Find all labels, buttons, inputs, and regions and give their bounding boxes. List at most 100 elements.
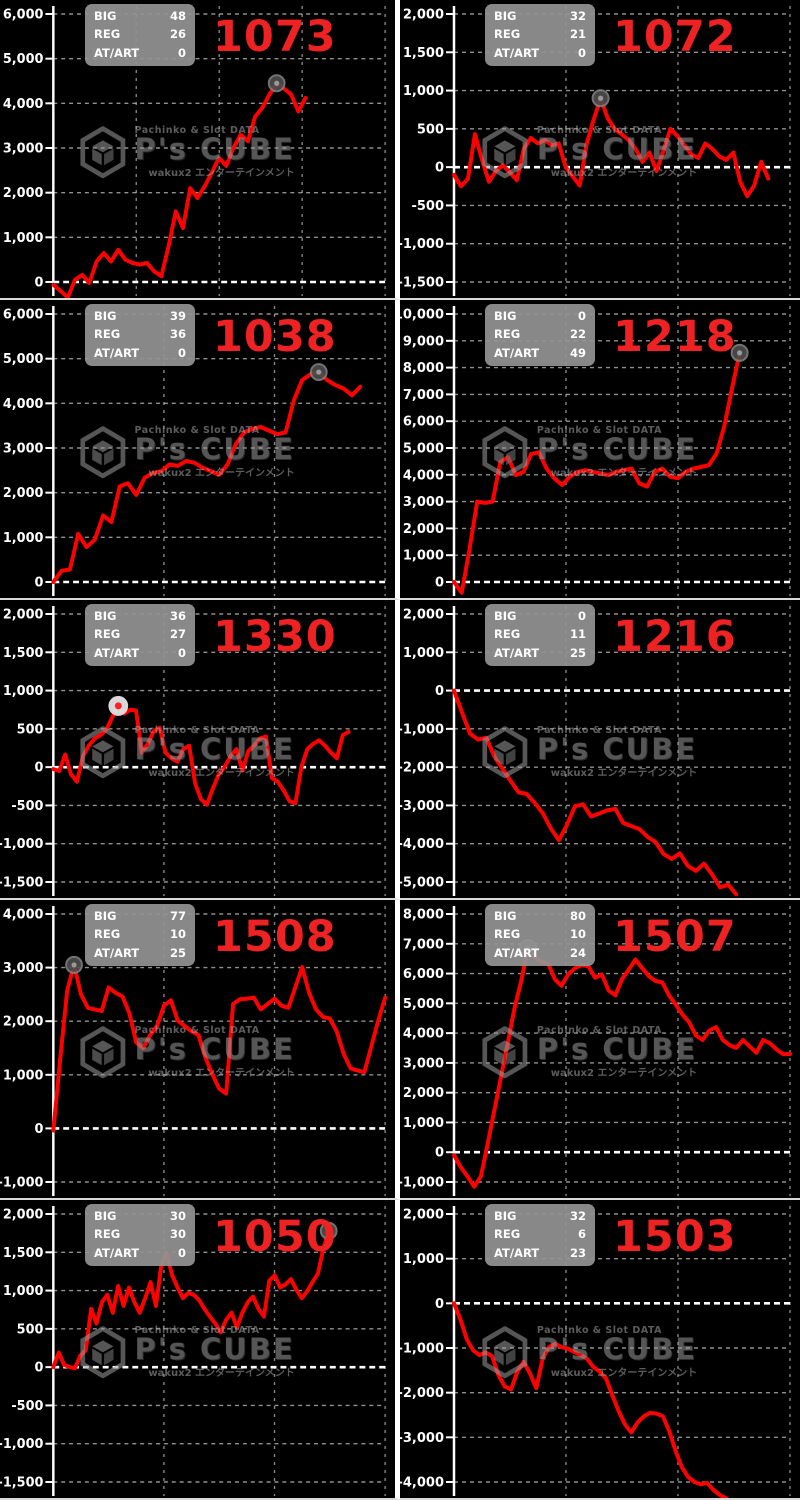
stats-value: 0 <box>177 646 186 661</box>
stats-row: BIG 48 <box>85 9 195 24</box>
machine-number: 1216 <box>613 612 737 662</box>
stats-value: 36 <box>169 608 186 623</box>
stats-row: REG 11 <box>485 627 595 642</box>
y-tick-label: 500 <box>17 722 44 737</box>
payout-line <box>51 962 388 1133</box>
y-tick-label: 3,000 <box>403 1056 444 1071</box>
machine-panel[interactable]: 2,000 1,000 0 -1,000 -2,000 -3,000 -4,000 BIG 32… <box>400 1200 800 1500</box>
stats-row: AT/ART 25 <box>85 946 195 961</box>
y-tick-label: -3,000 <box>400 1431 444 1446</box>
y-tick-label: 2,000 <box>3 607 44 622</box>
stats-value: 26 <box>169 27 186 42</box>
stats-row: AT/ART 25 <box>485 646 595 661</box>
stats-label: BIG <box>94 1208 117 1223</box>
payout-line <box>452 96 771 199</box>
y-tick-label: 0 <box>35 575 44 590</box>
stats-label: AT/ART <box>94 946 140 961</box>
bonus-stats-box: BIG 77 REG 10 AT/ART 25 <box>85 904 195 966</box>
y-tick-label: 4,000 <box>3 397 44 412</box>
machine-panel[interactable]: 2,000 1,000 0 -1,000 -2,000 -3,000 -4,000 -5,00… <box>400 600 800 900</box>
machine-number: 1038 <box>213 312 337 362</box>
peak-marker-dot <box>71 962 77 968</box>
stats-row: AT/ART 0 <box>85 1246 195 1261</box>
stats-label: REG <box>94 927 121 942</box>
machine-number: 1330 <box>213 612 337 662</box>
stats-row: REG 22 <box>485 327 595 342</box>
bonus-stats-box: BIG 30 REG 30 AT/ART 0 <box>85 1204 195 1266</box>
stats-label: BIG <box>494 1208 517 1223</box>
stats-value: 21 <box>569 27 586 42</box>
machine-panel[interactable]: 2,000 1,500 1,000 500 0 -500 -1,000 -1,500 BIG 36… <box>0 600 400 900</box>
y-tick-label: 2,000 <box>403 608 444 623</box>
stats-label: BIG <box>494 8 517 23</box>
stats-value: 49 <box>569 346 586 361</box>
machine-panel[interactable]: 2,000 1,500 1,000 500 0 -500 -1,000 -1,500 BIG 30… <box>0 1200 400 1500</box>
stats-label: AT/ART <box>494 946 540 961</box>
payout-line <box>452 688 739 897</box>
y-tick-label: 2,000 <box>403 1086 444 1101</box>
payout-line <box>452 350 742 595</box>
stats-label: BIG <box>494 308 517 323</box>
y-tick-label: 4,000 <box>403 468 444 483</box>
y-tick-label: 4,000 <box>3 97 44 112</box>
stats-label: BIG <box>94 8 117 23</box>
stats-value: 10 <box>569 927 586 942</box>
peak-marker-dot <box>114 702 122 710</box>
machine-panel[interactable]: 8,000 7,000 6,000 5,000 4,000 3,000 2,000 1,000… <box>400 900 800 1200</box>
machine-number: 1503 <box>613 1212 737 1262</box>
y-tick-label: -500 <box>11 799 43 814</box>
stats-label: REG <box>494 627 521 642</box>
stats-row: BIG 32 <box>485 9 595 24</box>
payout-graph: 2,000 1,500 1,000 500 0 -500 -1,000 -1,500 <box>0 606 386 896</box>
stats-value: 32 <box>569 8 586 23</box>
stats-value: 0 <box>177 346 186 361</box>
y-tick-label: 1,000 <box>3 1068 44 1083</box>
peak-marker-dot <box>316 369 322 375</box>
stats-value: 0 <box>177 1246 186 1261</box>
machine-number: 1072 <box>613 12 737 62</box>
stats-label: AT/ART <box>494 1246 540 1261</box>
stats-value: 0 <box>577 308 586 323</box>
stats-row: BIG 0 <box>485 309 595 324</box>
payout-line <box>51 1228 331 1371</box>
y-tick-label: -5,000 <box>400 876 444 891</box>
y-tick-label: 0 <box>35 761 44 776</box>
stats-label: AT/ART <box>94 346 140 361</box>
y-tick-label: -1,000 <box>400 722 444 737</box>
stats-row: REG 27 <box>85 627 195 642</box>
stats-row: BIG 30 <box>85 1209 195 1224</box>
y-tick-label: 6,000 <box>3 307 44 322</box>
machine-panel[interactable]: 6,000 5,000 4,000 3,000 2,000 1,000 0 BIG 39 REG 3… <box>0 300 400 600</box>
stats-value: 23 <box>569 1246 586 1261</box>
y-tick-label: 0 <box>435 1146 444 1161</box>
stats-value: 0 <box>577 608 586 623</box>
stats-value: 6 <box>577 1227 586 1242</box>
y-tick-label: 0 <box>35 275 44 290</box>
machine-panel[interactable]: 4,000 3,000 2,000 1,000 0 -1,000 BIG 77 REG 10 AT/… <box>0 900 400 1200</box>
y-tick-label: -1,500 <box>0 875 43 890</box>
stats-label: BIG <box>94 608 117 623</box>
y-tick-label: 2,000 <box>403 1208 444 1223</box>
machine-number: 1073 <box>213 12 337 62</box>
stats-label: BIG <box>494 608 517 623</box>
machine-panel[interactable]: 2,000 1,500 1,000 500 0 -500 -1,000 -1,500 BIG 32… <box>400 0 800 300</box>
y-tick-label: -500 <box>411 199 444 214</box>
stats-label: AT/ART <box>94 646 140 661</box>
y-tick-label: 2,000 <box>3 1207 44 1222</box>
y-tick-label: 1,000 <box>403 1116 444 1131</box>
stats-row: AT/ART 0 <box>85 346 195 361</box>
machine-panel[interactable]: 10,000 9,000 8,000 7,000 6,000 5,000 4,000 3,00… <box>400 300 800 600</box>
y-tick-label: -1,000 <box>400 1342 444 1357</box>
stats-label: AT/ART <box>494 46 540 61</box>
stats-row: BIG 77 <box>85 909 195 924</box>
y-tick-label: -2,000 <box>400 1386 444 1401</box>
bonus-stats-box: BIG 39 REG 36 AT/ART 0 <box>85 304 195 366</box>
stats-value: 24 <box>569 946 586 961</box>
y-tick-label: 3,000 <box>3 441 44 456</box>
y-tick-label: 0 <box>35 1122 44 1137</box>
machine-panel[interactable]: 6,000 5,000 4,000 3,000 2,000 1,000 0 BIG 48 REG 2… <box>0 0 400 300</box>
stats-value: 36 <box>169 327 186 342</box>
y-tick-label: -1,000 <box>0 837 43 852</box>
y-tick-label: -500 <box>11 1399 43 1414</box>
